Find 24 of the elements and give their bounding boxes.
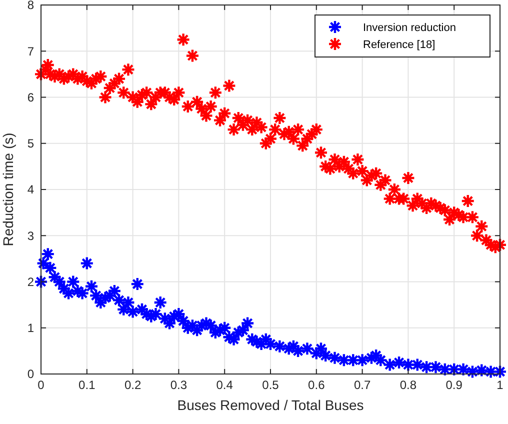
y-tick-label: 3 [27,228,34,243]
x-axis-title: Buses Removed / Total Buses [177,397,364,413]
x-tick-label: 0.8 [400,378,417,392]
y-tick-label: 6 [27,90,34,104]
x-tick-label: 0.4 [216,378,234,392]
y-tick-label: 8 [27,0,34,12]
y-tick-label: 0 [27,367,34,382]
x-tick-label: 0.5 [262,378,280,392]
x-tick-label: 1 [496,378,504,392]
x-tick-label: 0.3 [170,378,188,392]
y-tick-label: 5 [27,136,34,151]
x-tick-label: 0.1 [78,378,96,392]
y-tick-label: 1 [27,321,34,336]
y-tick-label: 2 [27,274,34,289]
x-tick-label: 0.6 [308,378,326,392]
x-tick-label: 0.9 [446,378,463,392]
x-tick-label: 0 [38,378,45,392]
legend-label: Inversion reduction [363,22,456,34]
y-tick-label: 4 [27,182,34,197]
legend-label: Reference [18] [363,38,436,51]
y-axis-title: Reduction time (s) [0,132,16,246]
x-tick-label: 0.2 [124,378,142,392]
y-tick-label: 7 [27,44,34,58]
x-tick-label: 0.7 [354,378,371,392]
